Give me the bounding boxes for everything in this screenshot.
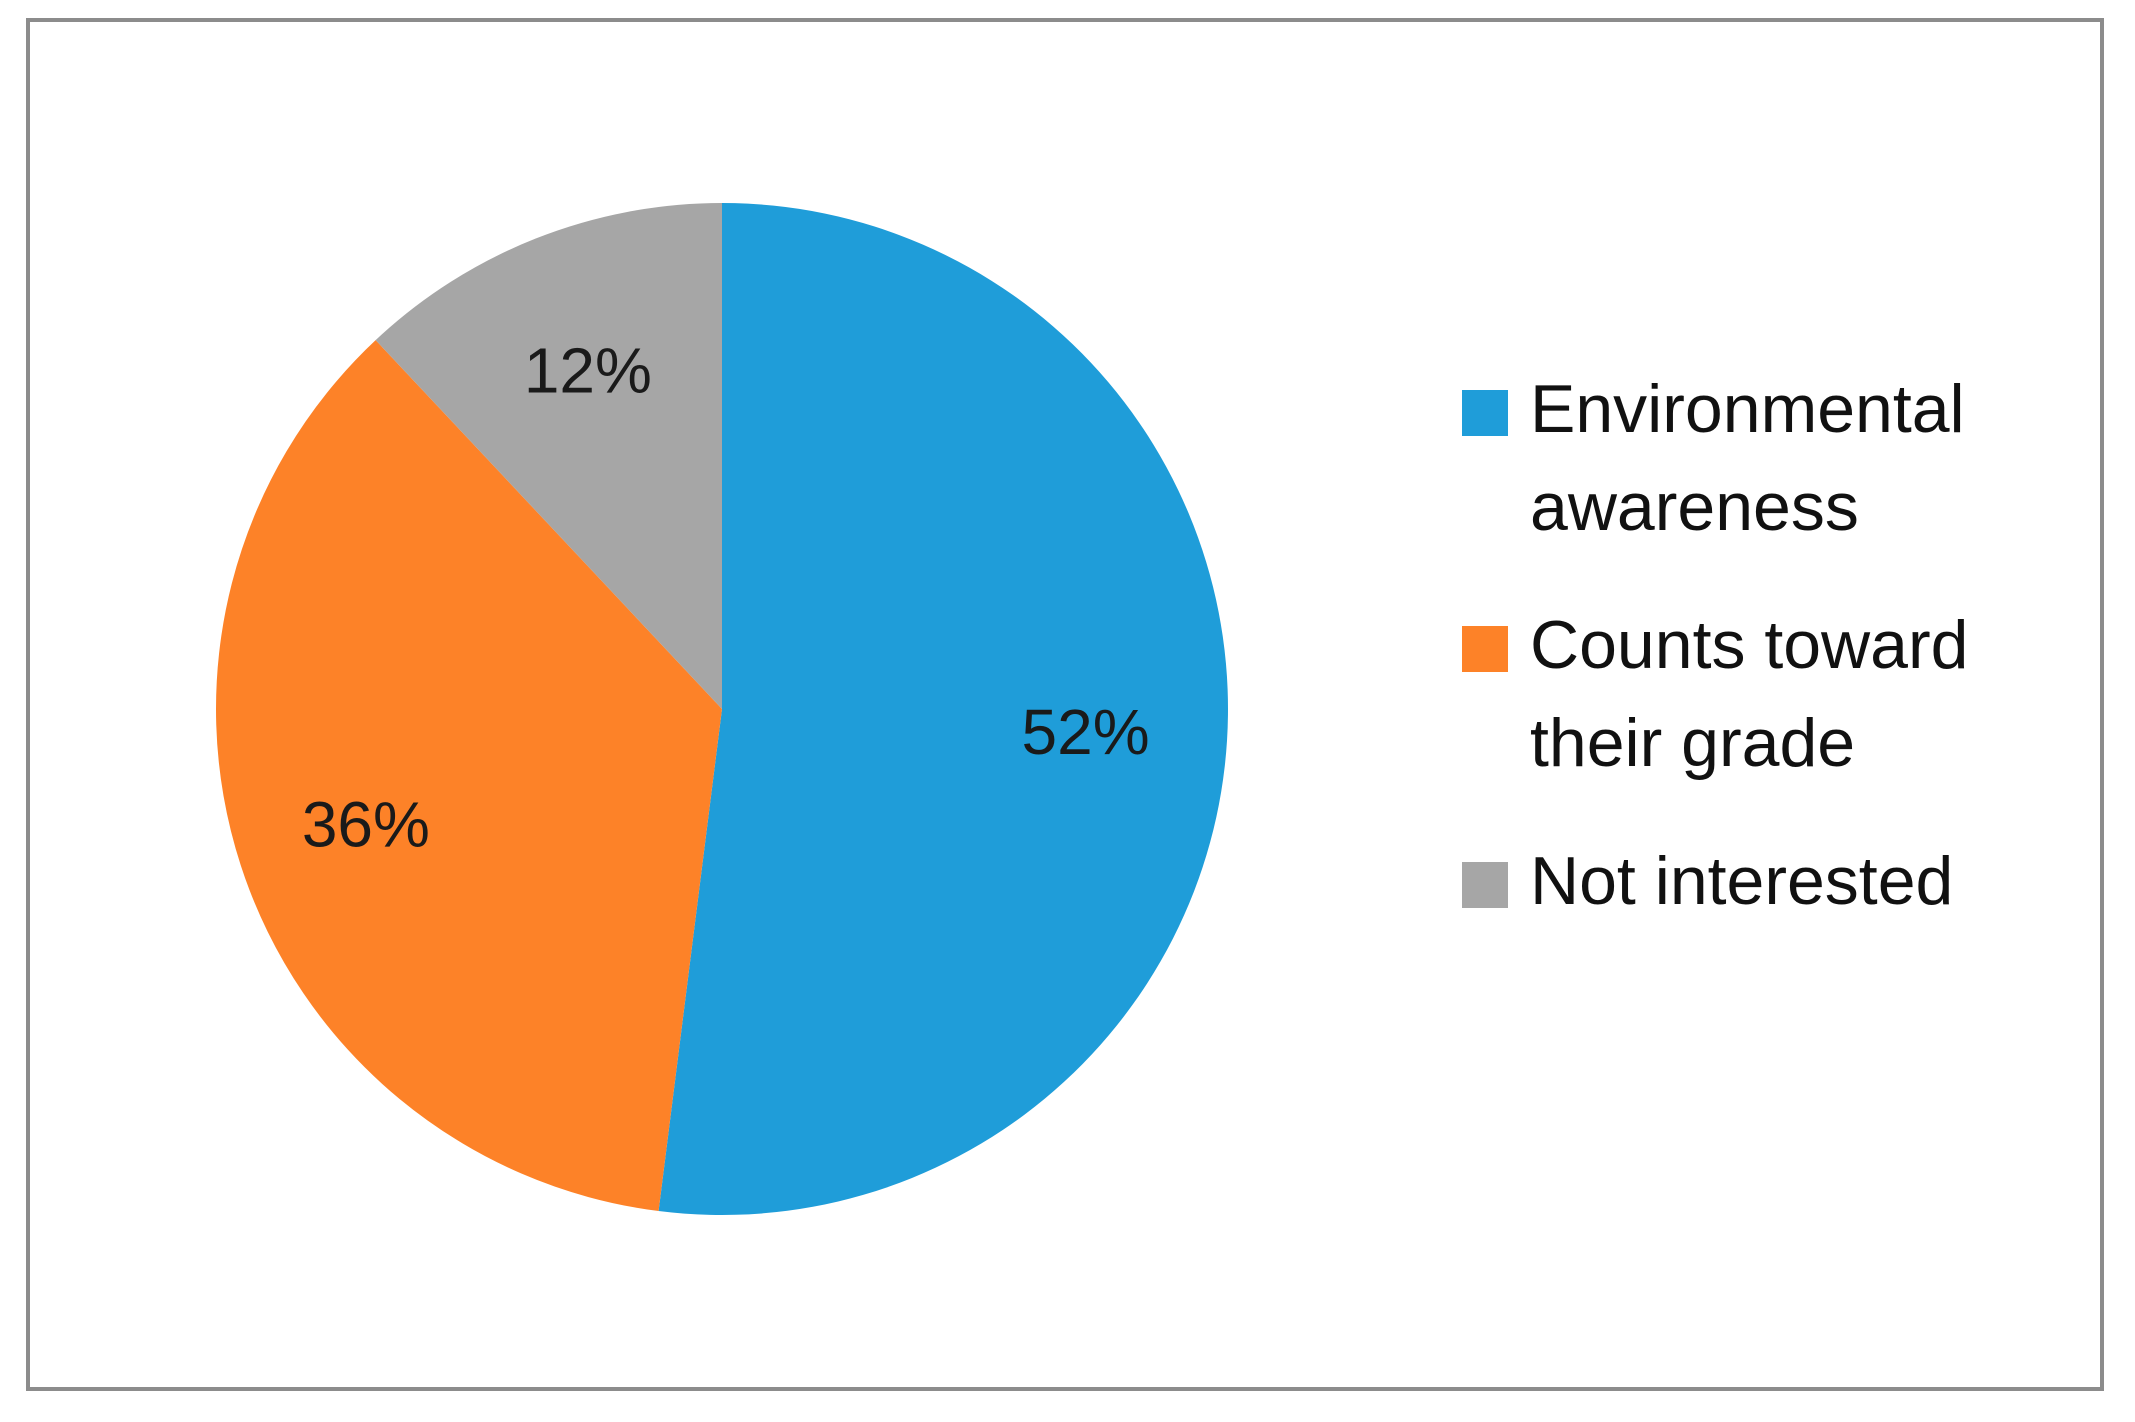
- legend: Environmental awareness Counts toward th…: [1462, 360, 2082, 970]
- legend-label-not-interested: Not interested: [1530, 832, 2050, 930]
- legend-label-line-1: Counts toward: [1530, 607, 1969, 683]
- legend-label-environmental-awareness: Environmental awareness: [1530, 360, 2050, 556]
- legend-swatch-counts-toward-grade: [1462, 626, 1508, 672]
- legend-item-counts-toward-grade: Counts toward their grade: [1462, 596, 2082, 792]
- legend-item-environmental-awareness: Environmental awareness: [1462, 360, 2082, 556]
- pie-slice-environmental-awareness: [658, 203, 1228, 1215]
- legend-label-line-2: their grade: [1530, 705, 1856, 781]
- pie-slice-counts-toward-their-grade: [216, 340, 722, 1212]
- pie-slice-not-interested: [375, 203, 722, 709]
- legend-item-not-interested: Not interested: [1462, 832, 2082, 930]
- legend-swatch-environmental-awareness: [1462, 390, 1508, 436]
- legend-label-counts-toward-grade: Counts toward their grade: [1530, 596, 2050, 792]
- legend-swatch-not-interested: [1462, 862, 1508, 908]
- legend-label-line-1: Environmental: [1530, 371, 1965, 447]
- pie-data-labels: 52% 36% 12%: [302, 334, 1150, 860]
- data-label-counts-toward-their-grade: 36%: [302, 789, 430, 861]
- legend-label-line-1: Not interested: [1530, 843, 1954, 919]
- legend-label-line-2: awareness: [1530, 469, 1859, 545]
- pie-slices: [216, 203, 1228, 1215]
- data-label-environmental-awareness: 52%: [1022, 696, 1150, 768]
- data-label-not-interested: 12%: [524, 334, 652, 406]
